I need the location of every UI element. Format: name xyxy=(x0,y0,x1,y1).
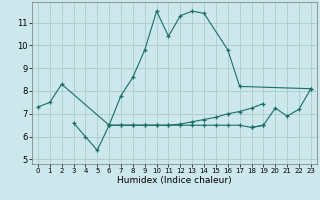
X-axis label: Humidex (Indice chaleur): Humidex (Indice chaleur) xyxy=(117,176,232,185)
